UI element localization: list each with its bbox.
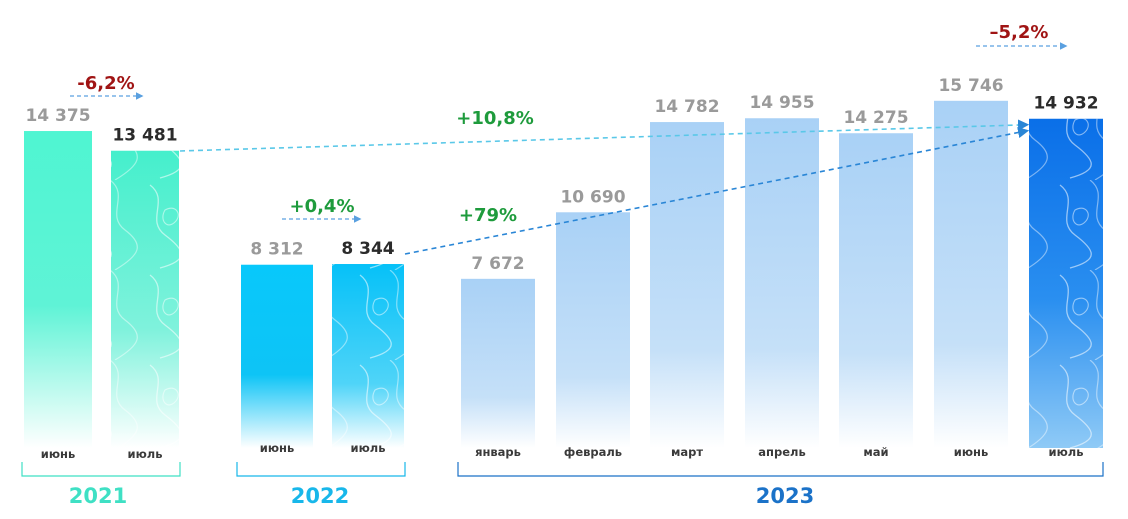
month-label-2023-2: март [671,445,703,459]
bar-2023-5 [934,100,1008,449]
bar-2023-3 [745,118,819,448]
year-label-2022: 2022 [291,484,349,508]
year-bracket-2021 [21,462,181,477]
comparison-arrow-0 [179,119,1030,152]
value-label-2023-6: 14 932 [1033,94,1098,114]
bar-2021-0 [24,131,92,448]
month-label-2022-1: июль [351,441,386,455]
value-label-2022-0: 8 312 [250,240,303,260]
month-label-2023-6: июль [1049,445,1084,459]
month-label-2023-3: апрель [758,445,805,459]
comparison-arrow-1 [404,126,1030,255]
value-label-2023-0: 7 672 [471,254,524,274]
labels-layer: 14 375 июнь 13 481 июль 2021 -6,2% 8 312 июнь 8 … [25,22,1098,508]
bar-2023-2 [650,122,724,449]
bar-texture-2021-1 [111,150,179,448]
month-label-2023-0: январь [475,445,521,459]
year-label-2023: 2023 [756,484,814,508]
bar-2023-4 [839,133,913,448]
value-label-2023-2: 14 782 [654,97,719,117]
value-label-2021-0: 14 375 [25,106,90,126]
bars-layer [21,100,1104,477]
year-label-2021: 2021 [69,484,127,508]
month-label-2022-0: июнь [260,441,294,455]
change-label-2021: -6,2% [77,73,134,94]
value-label-2023-3: 14 955 [749,93,814,113]
month-label-2023-5: июнь [954,445,988,459]
comparison-label-0: +10,8% [456,108,534,129]
value-label-2021-1: 13 481 [112,126,177,146]
bar-texture-2023-6 [1029,118,1103,449]
value-label-2023-5: 15 746 [938,76,1003,96]
arrows-layer [70,42,1068,255]
change-label-2023: –5,2% [990,22,1049,43]
month-label-2023-4: май [863,445,888,459]
year-bracket-2022 [236,462,406,477]
comparison-label-1: +79% [459,205,517,226]
month-label-2021-1: июль [128,447,163,461]
bar-2022-0 [241,264,313,448]
month-label-2021-0: июнь [41,447,75,461]
value-label-2023-1: 10 690 [560,187,625,207]
bar-2023-1 [556,212,630,448]
bar-texture-2022-1 [332,264,404,448]
bar-2023-0 [461,278,535,448]
year-bracket-2023 [457,462,1104,477]
value-label-2023-4: 14 275 [843,108,908,128]
month-label-2023-1: февраль [564,445,622,459]
change-label-2022: +0,4% [289,196,354,217]
value-label-2022-1: 8 344 [341,239,394,259]
